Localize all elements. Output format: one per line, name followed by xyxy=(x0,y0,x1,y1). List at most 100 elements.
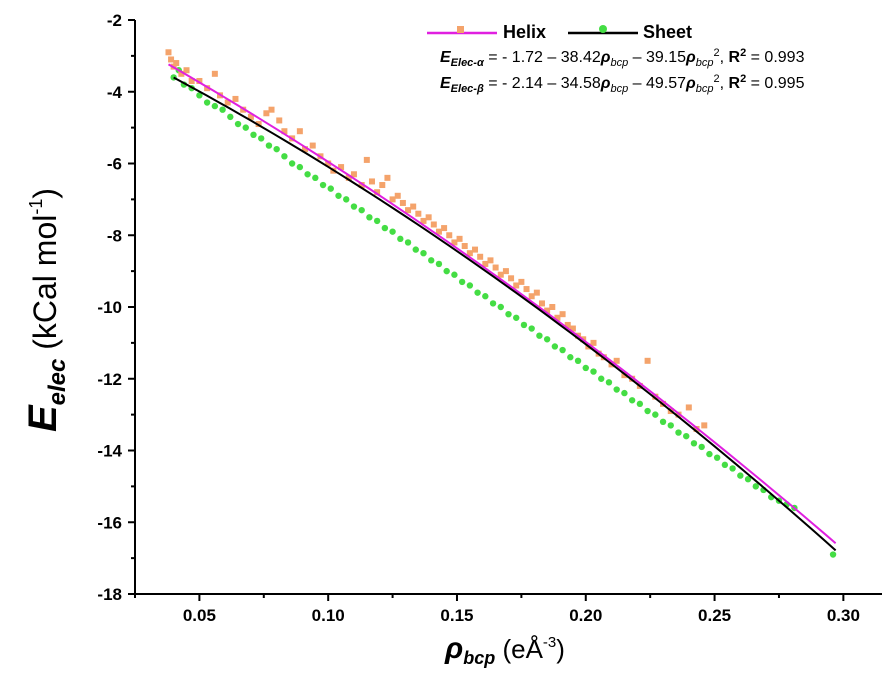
x-tick-label: 0.05 xyxy=(183,606,216,625)
sheet-point xyxy=(744,476,752,483)
sheet-point xyxy=(713,454,721,461)
helix-point xyxy=(477,253,484,260)
sheet-point xyxy=(412,246,419,253)
sheet-point xyxy=(389,228,396,235)
helix-point xyxy=(456,235,463,242)
helix-point xyxy=(263,110,270,117)
sheet-point xyxy=(536,332,543,339)
sheet-point xyxy=(211,102,219,110)
x-tick-label: 0.25 xyxy=(698,606,731,625)
sheet-point xyxy=(628,397,636,404)
helix-point xyxy=(549,304,556,310)
y-tick-label: -2 xyxy=(107,11,122,30)
sheet-point xyxy=(598,375,605,382)
sheet-point xyxy=(652,411,659,418)
sheet-point xyxy=(288,160,296,167)
sheet-point xyxy=(551,343,559,350)
axes xyxy=(134,20,882,595)
helix-point xyxy=(518,278,525,285)
helix-point xyxy=(538,300,545,307)
ticks: -2 -4 -6 -8 -10 -12 -14 -16 -18 0.05 0.10 0.15 0.20 0… xyxy=(97,11,859,625)
sheet-point xyxy=(528,325,535,332)
sheet-point xyxy=(335,192,342,199)
helix-point xyxy=(569,325,576,332)
sheet-point xyxy=(250,131,257,138)
helix-point xyxy=(425,214,432,221)
sheet-point xyxy=(721,461,729,469)
helix-point xyxy=(173,60,180,67)
x-axis-label: ρbcp (eÅ-3) xyxy=(444,632,565,668)
helix-point xyxy=(211,70,218,77)
helix-point xyxy=(379,182,386,189)
helix-point xyxy=(338,164,345,171)
helix-point xyxy=(559,311,566,318)
helix-point xyxy=(368,178,375,185)
helix-point xyxy=(399,199,406,206)
sheet-point xyxy=(497,303,504,311)
sheet-point xyxy=(505,310,512,318)
helix-point xyxy=(325,160,332,167)
helix-point xyxy=(482,260,489,267)
sheet-point xyxy=(319,181,327,189)
y-tick-label: -12 xyxy=(97,370,122,389)
helix-point xyxy=(183,67,190,74)
sheet-point xyxy=(667,422,674,429)
y-tick-label: -14 xyxy=(97,442,122,461)
sheet-point xyxy=(404,239,412,246)
helix-point xyxy=(168,56,175,63)
legend-marker-helix xyxy=(457,26,464,33)
sheet-point xyxy=(698,443,705,451)
helix-point xyxy=(276,117,283,124)
x-tick-label: 0.15 xyxy=(440,606,473,625)
x-tick-label: 0.20 xyxy=(569,606,602,625)
sheet-point xyxy=(273,145,280,153)
sheet-point xyxy=(543,336,551,343)
helix-point xyxy=(405,207,412,214)
helix-point xyxy=(466,250,473,257)
sheet-point xyxy=(729,465,736,472)
sheet-point xyxy=(304,171,311,178)
helix-point xyxy=(523,286,530,293)
sheet-point xyxy=(234,120,242,128)
helix-point xyxy=(644,357,651,364)
sheet-point xyxy=(706,450,713,458)
helix-point xyxy=(302,146,309,153)
sheet-point xyxy=(366,214,373,221)
sheet-point xyxy=(343,196,350,203)
sheet-point xyxy=(605,379,613,386)
helix-point xyxy=(188,77,195,84)
helix-point xyxy=(358,182,365,189)
sheet-point xyxy=(829,551,837,558)
helix-point xyxy=(533,289,540,296)
helix-point xyxy=(204,85,211,92)
sheet-point xyxy=(196,92,203,99)
sheet-point xyxy=(227,113,234,121)
helix-point xyxy=(268,106,275,113)
helix-point xyxy=(247,113,254,120)
sheet-point xyxy=(296,163,304,171)
helix-point xyxy=(165,49,172,56)
y-tick-label: -6 xyxy=(107,155,122,174)
helix-point xyxy=(492,264,499,271)
helix-point xyxy=(363,156,370,163)
sheet-point xyxy=(381,224,389,232)
helix-point xyxy=(508,275,515,282)
legend-marker-sheet xyxy=(599,25,607,33)
sheet-point xyxy=(350,203,358,210)
sheet-point xyxy=(474,289,481,296)
sheet-point xyxy=(203,99,211,106)
helix-point xyxy=(178,70,185,77)
sheet-point xyxy=(737,472,744,479)
sheet-point xyxy=(458,278,466,286)
sheet-point xyxy=(358,206,365,214)
helix-point xyxy=(374,189,381,196)
sheet-point xyxy=(489,300,497,307)
sheet-point xyxy=(567,354,574,361)
y-tick-label: -18 xyxy=(97,585,122,604)
helix-point xyxy=(497,271,504,278)
equation-helix: EElec-α = - 1.72 – 38.42ρbcp – 39.15ρbcp… xyxy=(440,47,805,69)
y-tick-label: -10 xyxy=(97,298,122,317)
helix-point xyxy=(435,228,442,235)
helix-point xyxy=(441,225,448,232)
sheet-point xyxy=(242,124,249,131)
